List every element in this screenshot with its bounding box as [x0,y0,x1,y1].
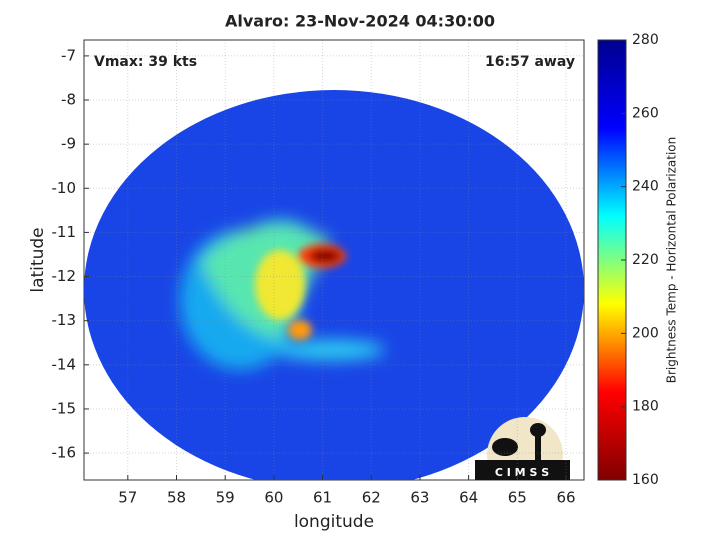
x-tick-label: 63 [410,489,429,507]
annotation: 16:57 away [485,54,575,70]
y-tick-label: -11 [52,223,77,241]
colorbar-tick-label: 200 [632,325,659,341]
colorbar-tick-label: 220 [632,252,659,268]
x-tick-label: 60 [264,489,283,507]
chart-title: Alvaro: 23-Nov-2024 04:30:00 [225,12,495,31]
x-axis-label: longitude [294,512,374,532]
x-tick-label: 59 [216,489,235,507]
x-tick-label: 58 [167,489,186,507]
y-tick-label: -8 [61,91,76,109]
colorbar-tick-label: 160 [632,472,659,488]
y-tick-label: -9 [61,135,76,153]
y-tick-label: -10 [52,179,77,197]
x-tick-label: 62 [362,489,381,507]
x-tick-label: 57 [118,489,137,507]
y-tick-label: -16 [52,444,77,462]
satellite-image: C I M S S [84,90,584,480]
colorbar-tick-label: 180 [632,399,659,415]
annotation: Vmax: 39 kts [94,54,197,70]
colorbar-label: Brightness Temp - Horizontal Polarizatio… [665,137,679,384]
colorbar-tick-label: 280 [632,32,659,48]
x-tick-label: 65 [508,489,527,507]
colorbar-tick-label: 260 [632,105,659,121]
y-tick-label: -13 [52,311,77,329]
x-tick-label: 64 [459,489,478,507]
x-tick-label: 61 [313,489,332,507]
y-tick-label: -12 [52,267,77,285]
y-tick-label: -14 [52,355,77,373]
y-tick-label: -15 [52,399,77,417]
y-axis-label: latitude [28,227,48,292]
x-tick-label: 66 [556,489,575,507]
logo-text: C I M S S [495,466,549,479]
y-tick-label: -7 [61,46,76,64]
colorbar-tick-label: 240 [632,179,659,195]
